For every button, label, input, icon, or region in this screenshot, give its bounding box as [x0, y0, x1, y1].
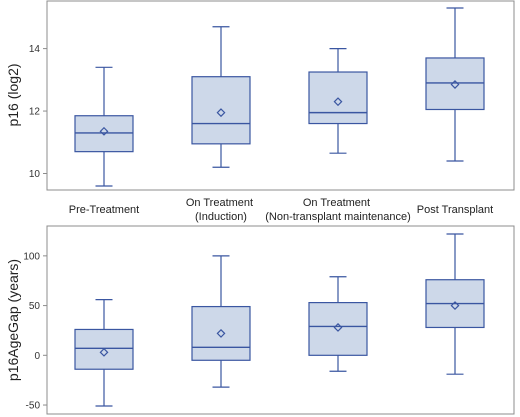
iqr-box	[192, 77, 250, 144]
category-label-3-line-1: Post Transplant	[417, 204, 493, 216]
y-ticks-top: 10 12 14	[29, 44, 47, 180]
box-1	[192, 27, 250, 168]
box-2	[309, 277, 367, 371]
y-tick-label: 12	[29, 107, 41, 118]
y-tick-label: 0	[34, 351, 40, 362]
category-label-3: Post Transplant	[417, 204, 493, 216]
category-label-2: On Treatment (Non-transplant maintenance…	[265, 197, 411, 223]
category-label-2-line-2: (Non-transplant maintenance)	[265, 211, 411, 223]
iqr-box	[192, 307, 250, 361]
y-tick-label: 100	[23, 251, 40, 262]
y-axis-title-top: p16 (log2)	[5, 63, 21, 126]
category-label-2-line-1: On Treatment	[303, 197, 370, 209]
box-1	[192, 256, 250, 387]
box-3	[426, 8, 484, 161]
box-3	[426, 234, 484, 374]
panel-p16agegap: p16AgeGap (years) -50 0 50 100	[5, 226, 514, 414]
y-tick-label: 10	[29, 169, 41, 180]
iqr-box	[309, 303, 367, 356]
y-tick-label: 50	[29, 301, 41, 312]
category-labels: Pre-Treatment On Treatment (Induction) O…	[69, 197, 493, 223]
y-tick-label: -50	[26, 401, 41, 412]
category-label-0: Pre-Treatment	[69, 204, 140, 216]
iqr-box	[426, 58, 484, 110]
category-label-1-line-2: (Induction)	[195, 211, 247, 223]
category-label-1: On Treatment (Induction)	[186, 197, 256, 223]
box-0	[75, 300, 133, 406]
box-0	[75, 67, 133, 186]
boxes-bottom	[75, 234, 484, 406]
box-2	[309, 49, 367, 154]
y-axis-title-bottom: p16AgeGap (years)	[5, 259, 21, 381]
y-tick-label: 14	[29, 44, 41, 55]
category-label-0-line-1: Pre-Treatment	[69, 204, 140, 216]
iqr-box	[75, 116, 133, 152]
panel-p16-log2: p16 (log2) 10 12 14	[5, 1, 514, 190]
boxes-top	[75, 8, 484, 186]
y-ticks-bottom: -50 0 50 100	[23, 251, 47, 411]
category-label-1-line-1: On Treatment	[186, 197, 253, 209]
